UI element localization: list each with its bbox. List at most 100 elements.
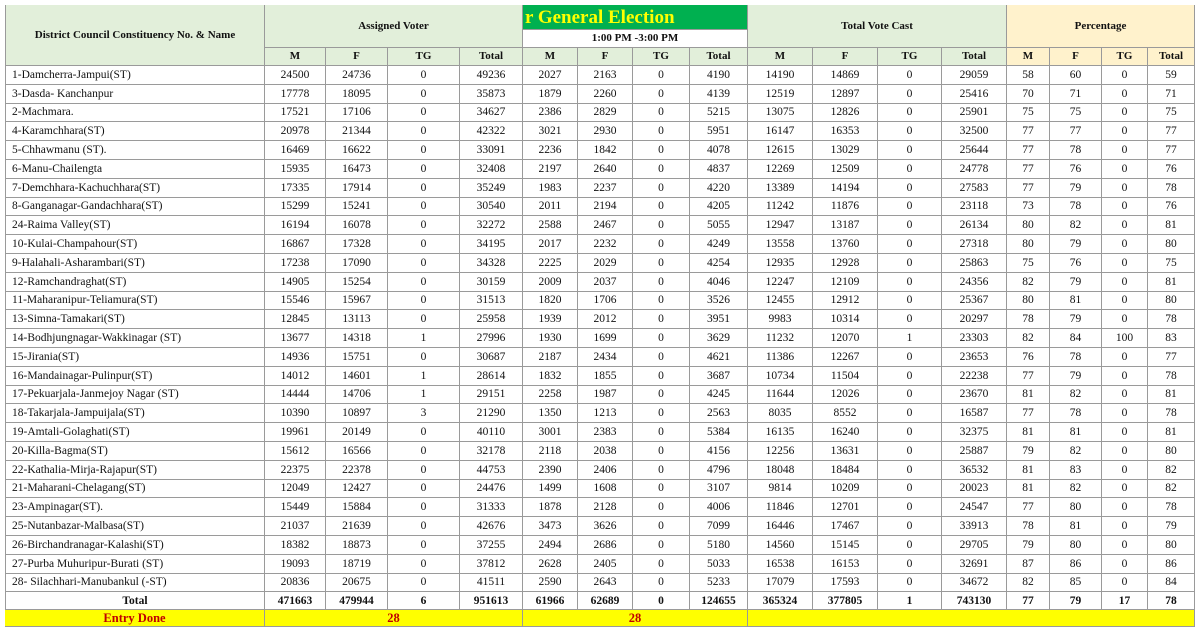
subheader: M [523, 48, 578, 66]
value-cell: 79 [1007, 442, 1050, 461]
constituency-name: 5-Chhawmanu (ST). [5, 141, 265, 160]
value-cell: 2390 [523, 460, 578, 480]
value-cell: 20023 [942, 479, 1007, 499]
value-cell: 82 [1148, 479, 1195, 499]
value-cell: 77 [1007, 160, 1050, 179]
value-cell: 0 [388, 235, 460, 254]
value-cell: 0 [878, 517, 942, 536]
value-cell: 2011 [523, 197, 578, 217]
value-cell: 36532 [942, 460, 1007, 480]
value-cell: 58 [1007, 66, 1050, 85]
value-cell: 0 [633, 573, 690, 593]
value-cell: 0 [388, 517, 460, 536]
value-cell: 77 [1007, 498, 1050, 518]
value-cell: 0 [633, 554, 690, 574]
value-cell: 2640 [578, 160, 633, 179]
value-cell: 0 [878, 197, 942, 217]
value-cell: 2260 [578, 84, 633, 104]
value-cell: 0 [633, 385, 690, 405]
value-cell: 21344 [326, 122, 388, 142]
value-cell: 0 [878, 348, 942, 367]
value-cell: 32178 [460, 442, 523, 461]
value-cell: 14706 [326, 385, 388, 405]
value-cell: 28614 [460, 366, 523, 386]
value-cell: 33913 [942, 517, 1007, 536]
value-cell: 1699 [578, 329, 633, 348]
constituency-name: 21-Maharani-Chelagang(ST) [5, 479, 265, 499]
value-cell: 1 [388, 329, 460, 348]
value-cell: 12267 [813, 348, 878, 367]
value-cell: 0 [878, 122, 942, 142]
value-cell: 2163 [578, 66, 633, 85]
value-cell: 0 [633, 460, 690, 480]
value-cell: 5951 [690, 122, 748, 142]
value-cell: 24500 [265, 66, 326, 85]
value-cell: 1842 [578, 141, 633, 160]
constituency-name: 22-Kathalia-Mirja-Rajapur(ST) [5, 460, 265, 480]
value-cell: 71 [1050, 84, 1102, 104]
value-cell: 1879 [523, 84, 578, 104]
value-cell: 80 [1007, 235, 1050, 254]
value-cell: 82 [1007, 272, 1050, 292]
value-cell: 0 [633, 423, 690, 442]
value-cell: 24476 [460, 479, 523, 499]
total-value: 78 [1148, 592, 1195, 611]
value-cell: 0 [633, 348, 690, 367]
value-cell: 0 [1102, 197, 1148, 217]
value-cell: 0 [633, 235, 690, 254]
value-cell: 76 [1050, 160, 1102, 179]
value-cell: 2232 [578, 235, 633, 254]
value-cell: 0 [878, 442, 942, 461]
value-cell: 76 [1148, 160, 1195, 179]
value-cell: 49236 [460, 66, 523, 85]
value-cell: 1213 [578, 404, 633, 424]
subheader: F [813, 48, 878, 66]
constituency-name: 12-Ramchandraghat(ST) [5, 272, 265, 292]
value-cell: 3107 [690, 479, 748, 499]
value-cell: 17335 [265, 178, 326, 198]
value-cell: 18484 [813, 460, 878, 480]
value-cell: 18048 [748, 460, 813, 480]
value-cell: 81 [1050, 423, 1102, 442]
value-cell: 35873 [460, 84, 523, 104]
subheader: Total [1148, 48, 1195, 66]
value-cell: 14905 [265, 272, 326, 292]
entry-blank [748, 610, 1195, 628]
value-cell: 0 [1102, 498, 1148, 518]
value-cell: 0 [878, 66, 942, 85]
total-value: 124655 [690, 592, 748, 611]
value-cell: 17090 [326, 254, 388, 273]
value-cell: 1832 [523, 366, 578, 386]
value-cell: 1608 [578, 479, 633, 499]
value-cell: 84 [1148, 573, 1195, 593]
value-cell: 0 [878, 366, 942, 386]
value-cell: 0 [1102, 216, 1148, 236]
value-cell: 25901 [942, 103, 1007, 123]
value-cell: 82 [1007, 329, 1050, 348]
value-cell: 2494 [523, 536, 578, 555]
value-cell: 4245 [690, 385, 748, 405]
value-cell: 11386 [748, 348, 813, 367]
header-percentage: Percentage [1007, 5, 1195, 48]
value-cell: 8035 [748, 404, 813, 424]
value-cell: 0 [633, 291, 690, 311]
value-cell: 0 [878, 160, 942, 179]
constituency-name: 28- Silachhari-Manubankul (-ST) [5, 573, 265, 593]
value-cell: 79 [1050, 366, 1102, 386]
value-cell: 0 [633, 216, 690, 236]
header-cast: Total Vote Cast [748, 5, 1007, 48]
value-cell: 42676 [460, 517, 523, 536]
value-cell: 44753 [460, 460, 523, 480]
value-cell: 15967 [326, 291, 388, 311]
value-cell: 26134 [942, 216, 1007, 236]
value-cell: 17593 [813, 573, 878, 593]
value-cell: 2225 [523, 254, 578, 273]
value-cell: 20675 [326, 573, 388, 593]
value-cell: 2467 [578, 216, 633, 236]
value-cell: 2383 [578, 423, 633, 442]
value-cell: 80 [1050, 536, 1102, 555]
value-cell: 4205 [690, 197, 748, 217]
value-cell: 0 [1102, 385, 1148, 405]
value-cell: 82 [1050, 479, 1102, 499]
value-cell: 12928 [813, 254, 878, 273]
